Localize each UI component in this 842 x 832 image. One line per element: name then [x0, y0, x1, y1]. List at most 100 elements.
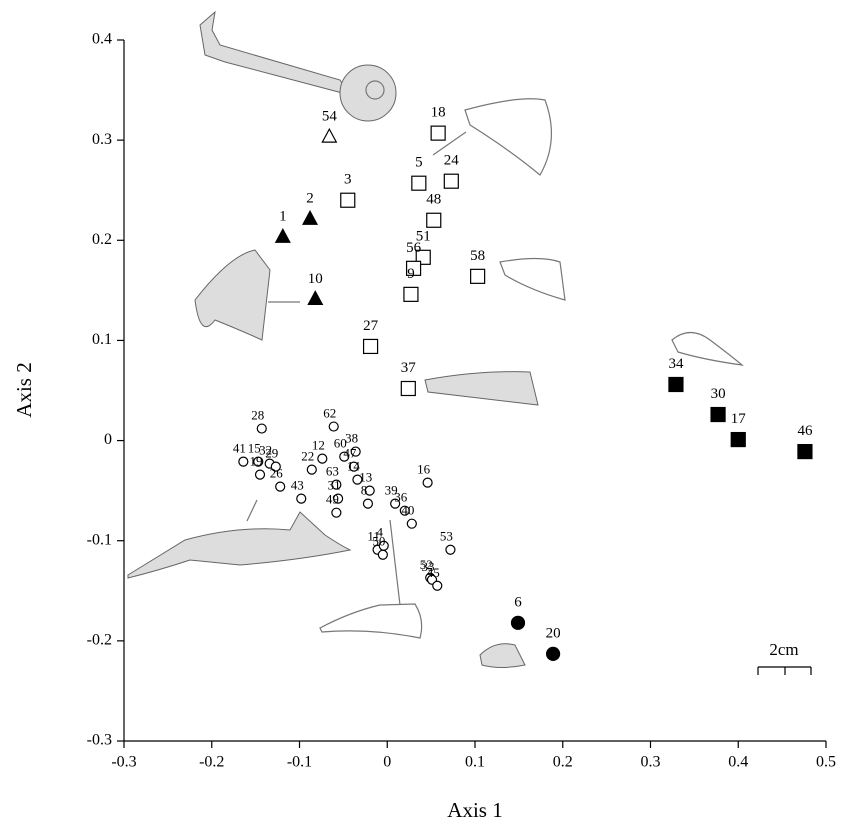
- point-label: 3: [344, 172, 352, 188]
- point: [253, 456, 264, 467]
- x-tick-label: 0.1: [465, 754, 485, 771]
- point: [275, 481, 286, 492]
- point-label: 37: [401, 360, 417, 376]
- point: [321, 127, 338, 143]
- flower-illustrations: [127, 10, 744, 668]
- point-label: 62: [323, 406, 336, 421]
- point-label: 43: [291, 478, 304, 493]
- point-label: 1: [279, 209, 287, 225]
- point: [328, 421, 339, 432]
- point-label: 20: [546, 625, 561, 641]
- point: [254, 469, 266, 480]
- point-label: 32: [259, 443, 272, 458]
- point-label: 27: [363, 318, 379, 334]
- y-tick-label: -0.2: [87, 632, 112, 649]
- point: [317, 453, 328, 464]
- x-tick-label: 0: [383, 754, 391, 771]
- point-label: 6: [514, 594, 522, 610]
- point-label: 52: [420, 557, 433, 572]
- y-tick-label: 0: [104, 431, 112, 448]
- point-label: 51: [416, 229, 431, 245]
- y-tick-label: 0.3: [92, 131, 112, 148]
- point-label: 47: [343, 446, 357, 461]
- point-label: 12: [312, 438, 325, 453]
- point: [470, 268, 486, 284]
- point: [443, 173, 459, 189]
- point-label: 34: [668, 356, 684, 372]
- point-label: 5: [415, 155, 423, 171]
- point-label: 19: [250, 454, 263, 469]
- point: [333, 493, 344, 504]
- point-label: 33: [422, 559, 435, 574]
- point-label: 63: [326, 464, 339, 479]
- point: [411, 175, 427, 191]
- point-label: 60: [334, 436, 347, 451]
- point: [274, 228, 291, 243]
- scale-bar: [757, 666, 812, 675]
- point-label: 22: [301, 449, 314, 464]
- point-label: 2: [306, 191, 314, 207]
- point: [331, 479, 342, 490]
- point: [350, 446, 361, 457]
- x-tick-label: 0.4: [728, 754, 748, 771]
- point-label: 49: [326, 492, 339, 507]
- point: [545, 646, 561, 661]
- point-label: 31: [328, 478, 341, 493]
- x-tick-label: -0.2: [199, 754, 224, 771]
- point-label: 26: [270, 466, 284, 481]
- y-tick-label: -0.3: [87, 732, 112, 749]
- point-label: 11: [367, 529, 380, 544]
- point: [426, 212, 442, 228]
- x-tick-label: 0.5: [816, 754, 836, 771]
- point-label: 13: [359, 470, 372, 485]
- y-tick-label: 0.2: [92, 231, 112, 248]
- point: [339, 451, 350, 462]
- point-label: 28: [251, 408, 264, 423]
- point: [364, 485, 375, 496]
- point-label: 18: [431, 105, 446, 121]
- point: [340, 192, 356, 208]
- point: [352, 474, 363, 485]
- point-label: 15: [248, 441, 261, 456]
- x-tick-label: -0.1: [287, 754, 312, 771]
- point-label: 54: [322, 109, 338, 125]
- point-label: 14: [347, 459, 361, 474]
- point: [331, 507, 342, 518]
- point: [377, 549, 388, 560]
- y-tick-label: -0.1: [87, 531, 112, 548]
- point: [390, 498, 401, 509]
- point-label: 30: [711, 386, 726, 402]
- y-tick-label: 0.1: [92, 331, 112, 348]
- point-label: 16: [417, 462, 431, 477]
- point: [307, 290, 324, 305]
- point: [405, 260, 422, 276]
- point: [270, 461, 281, 472]
- point: [710, 406, 726, 423]
- point: [238, 456, 249, 467]
- point-label: 48: [426, 192, 441, 208]
- point: [362, 338, 379, 355]
- x-tick-label: 0.3: [641, 754, 661, 771]
- point: [403, 286, 419, 302]
- point: [296, 493, 307, 504]
- scale-bar-label: 2cm: [769, 640, 798, 659]
- point-label: 40: [401, 503, 414, 518]
- x-tick-label: -0.3: [111, 754, 136, 771]
- point-label: 9: [407, 266, 415, 282]
- y-tick-label: 0.4: [92, 31, 112, 48]
- point-label: 10: [308, 271, 323, 287]
- point-label: 50: [372, 534, 385, 549]
- point-label: 4: [376, 525, 383, 540]
- point-label: 8: [361, 483, 368, 498]
- point: [400, 380, 416, 397]
- point: [256, 423, 267, 434]
- point: [348, 461, 360, 472]
- point-label: 58: [470, 248, 485, 264]
- point: [362, 498, 374, 509]
- point-label: 24: [444, 153, 460, 169]
- point: [406, 518, 417, 529]
- point: [445, 544, 456, 555]
- point-label: 17: [731, 411, 747, 427]
- point: [797, 443, 813, 460]
